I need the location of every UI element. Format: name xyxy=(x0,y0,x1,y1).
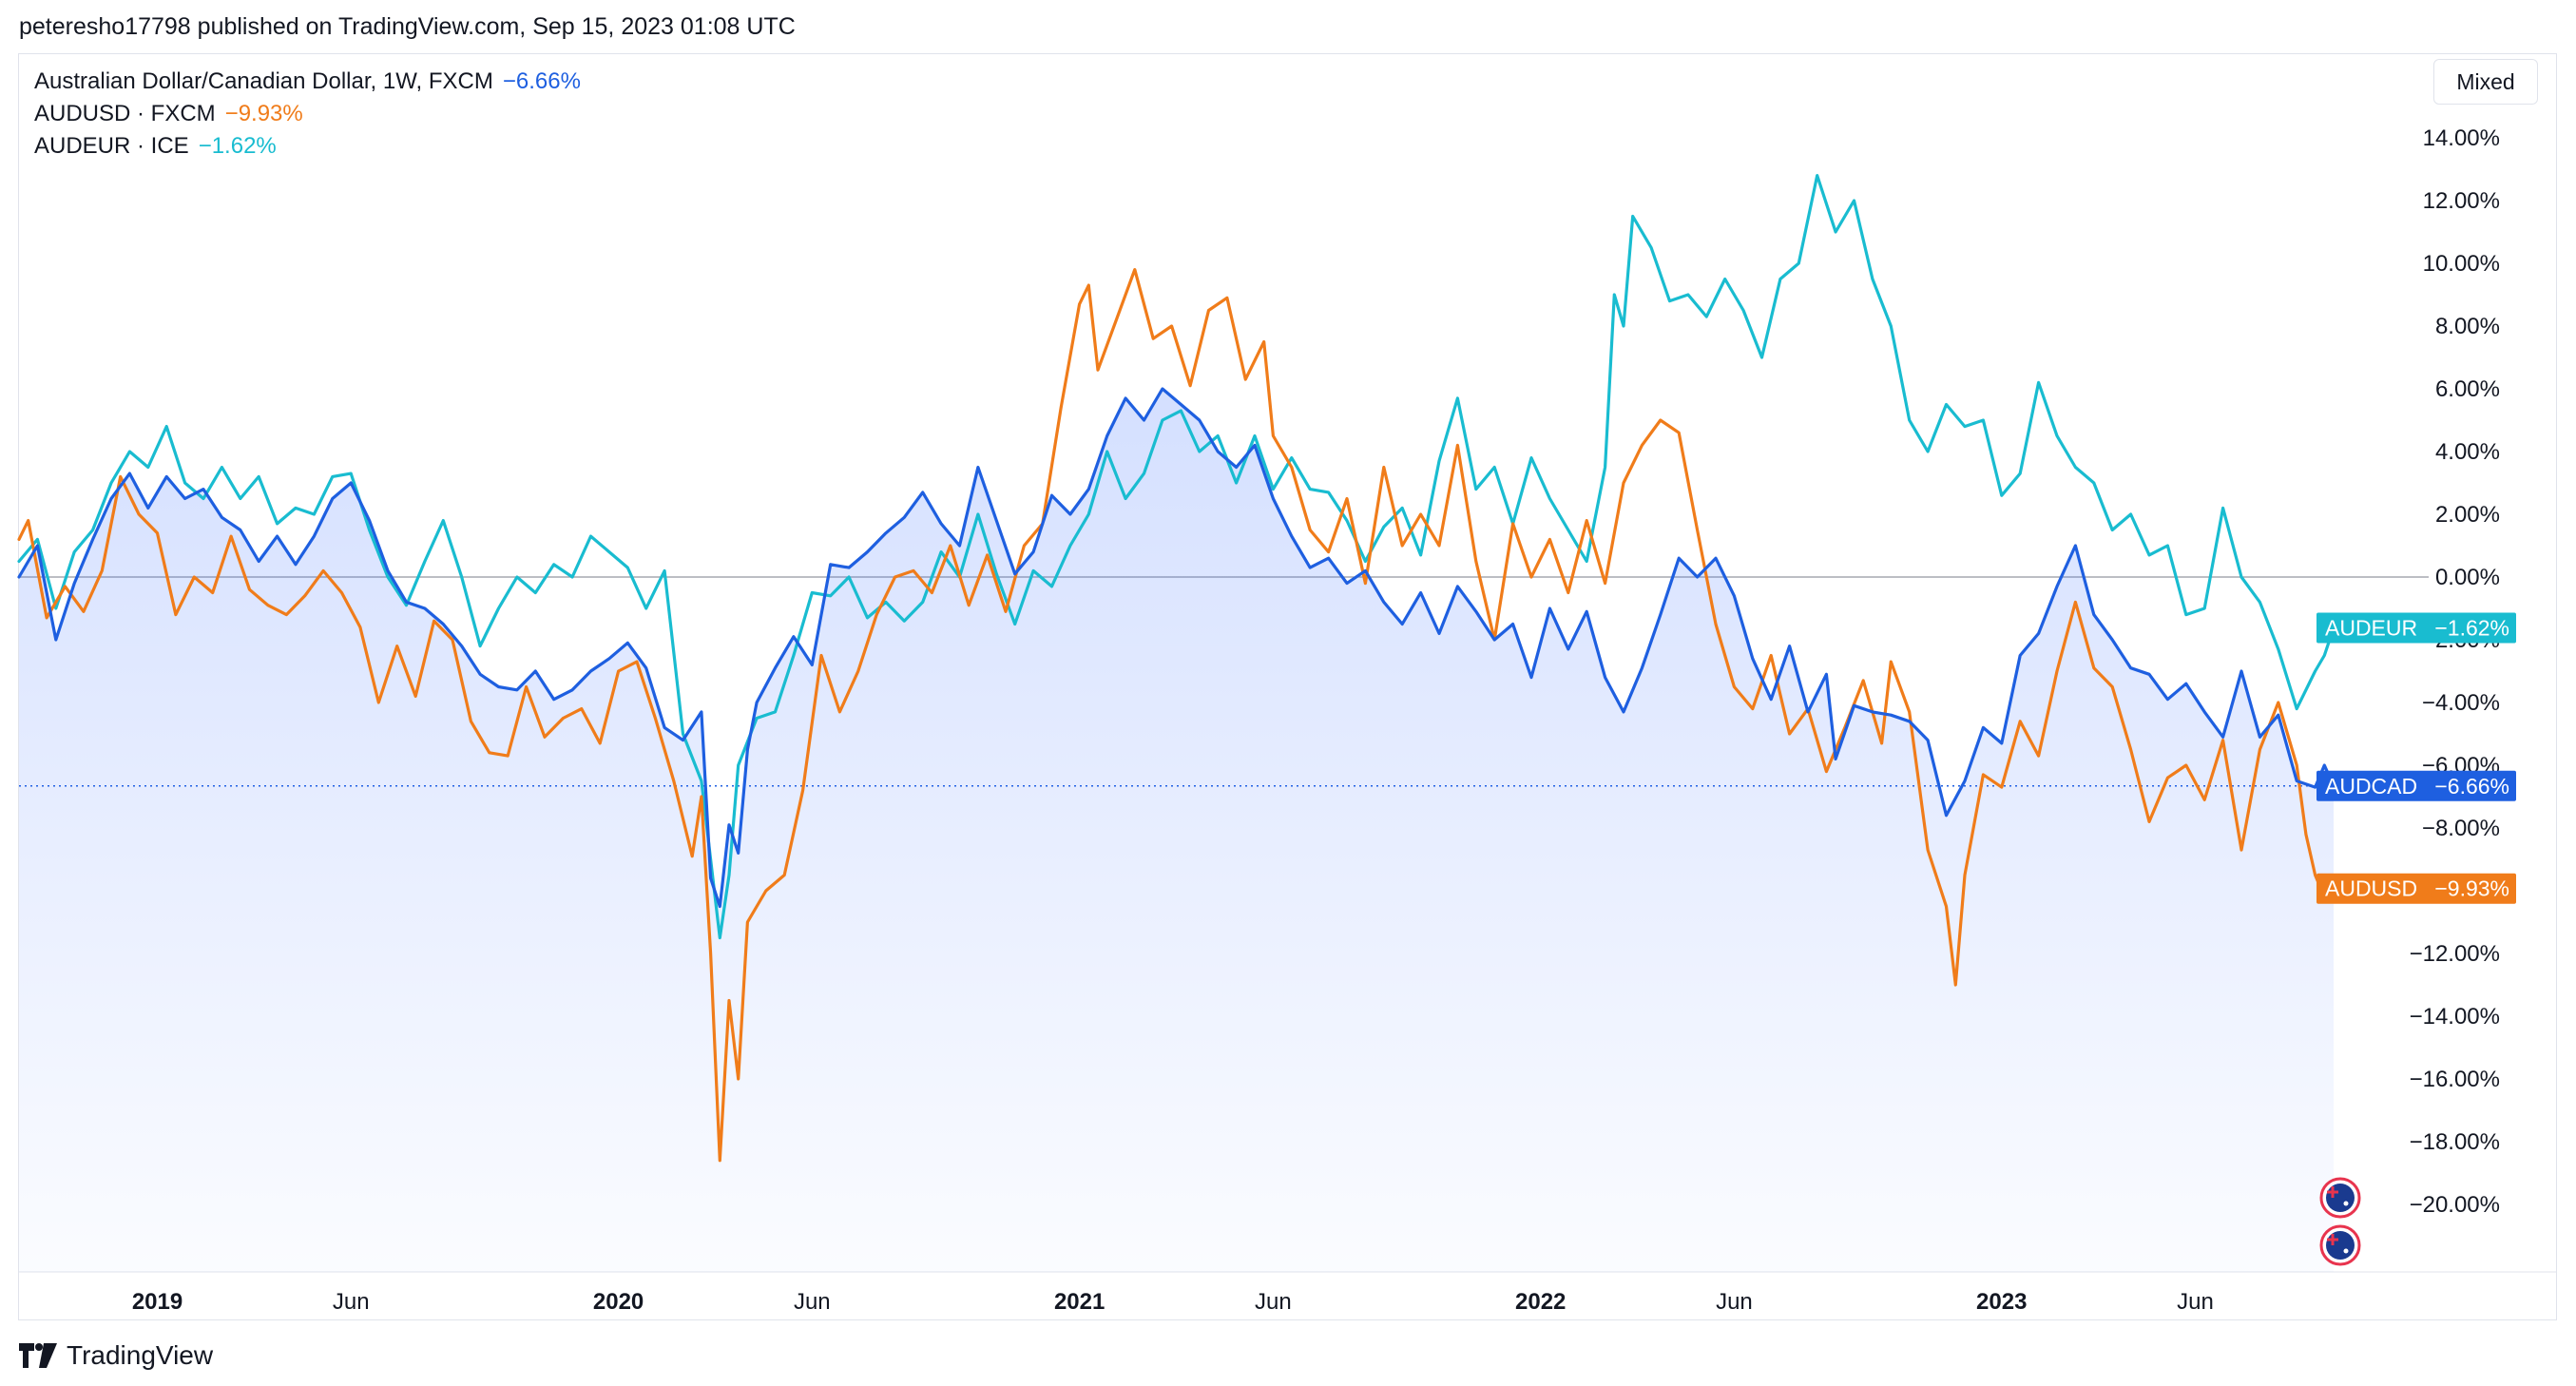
price-label-box xyxy=(2316,770,2516,801)
audcad-area-fill xyxy=(19,389,2334,1272)
y-tick-label: 4.00% xyxy=(2435,439,2500,465)
audeur-line[interactable] xyxy=(17,174,2336,940)
series-layer xyxy=(17,174,2336,1163)
y-tick-label: 8.00% xyxy=(2435,314,2500,339)
y-axis[interactable]: 14.00% 12.00% 10.00% 8.00% 6.00% 4.00% 2.00% 0.… xyxy=(2410,125,2500,1218)
price-labels: AUDEUR −1.62% AUDCAD −6.66% AUDUSD −9.93% xyxy=(2316,612,2516,904)
legend-row-audeur[interactable]: AUDEUR · ICE −1.62% xyxy=(34,133,277,160)
flag-disc xyxy=(2326,1184,2355,1212)
flag-disc xyxy=(2326,1231,2355,1260)
audusd-line[interactable] xyxy=(17,268,2336,1163)
audcad-price-label: AUDCAD −6.66% xyxy=(2316,770,2516,801)
y-tick-label: 2.00% xyxy=(2435,502,2500,528)
australia-flag-icon[interactable] xyxy=(2319,1177,2361,1219)
tradingview-brand-label: TradingView xyxy=(67,1340,214,1370)
y-tick-label: 12.00% xyxy=(2423,188,2500,214)
flag-star xyxy=(2343,1248,2349,1254)
scale-mode-button[interactable]: Mixed xyxy=(2433,59,2538,105)
y-tick-label: 6.00% xyxy=(2435,376,2500,402)
legend-label-audusd: AUDUSD · FXCM xyxy=(34,101,216,126)
price-label-value: −9.93% xyxy=(2434,876,2509,901)
price-label-symbol: AUDUSD xyxy=(2325,876,2417,901)
price-label-symbol: AUDCAD xyxy=(2325,774,2417,799)
x-tick-label: 2022 xyxy=(1515,1289,1566,1315)
symbol-icons[interactable] xyxy=(2319,1177,2361,1266)
x-tick-label: 2020 xyxy=(593,1289,644,1315)
chart-plot[interactable]: 14.00% 12.00% 10.00% 8.00% 6.00% 4.00% 2.00% 0.… xyxy=(0,0,2576,1331)
y-tick-label: −20.00% xyxy=(2410,1192,2500,1218)
legend-label-audeur: AUDEUR · ICE xyxy=(34,133,189,159)
legend-change-audeur: −1.62% xyxy=(198,133,277,159)
y-tick-label: 0.00% xyxy=(2435,565,2500,590)
y-tick-label: −14.00% xyxy=(2410,1004,2500,1030)
y-tick-label: 10.00% xyxy=(2423,251,2500,277)
legend-change-audusd: −9.93% xyxy=(224,101,303,126)
y-tick-label: 14.00% xyxy=(2423,125,2500,151)
x-tick-label: Jun xyxy=(333,1289,370,1315)
x-tick-label: 2019 xyxy=(132,1289,183,1315)
legend-change-audcad: −6.66% xyxy=(502,68,581,94)
audcad-line[interactable] xyxy=(17,387,2336,909)
fill-layer xyxy=(19,389,2334,1272)
x-tick-label: 2023 xyxy=(1976,1289,2027,1315)
publish-header: peteresho17798 published on TradingView.… xyxy=(19,13,796,40)
flag-cross xyxy=(2327,1186,2338,1198)
chart-frame xyxy=(18,53,2557,1320)
price-label-value: −6.66% xyxy=(2434,774,2509,799)
price-label-value: −1.62% xyxy=(2434,615,2509,640)
x-tick-label: Jun xyxy=(1716,1289,1753,1315)
price-label-box xyxy=(2316,873,2516,904)
legend-title: Australian Dollar/Canadian Dollar, 1W, F… xyxy=(34,68,493,94)
x-tick-label: 2021 xyxy=(1054,1289,1105,1315)
x-axis[interactable]: 2019 Jun 2020 Jun 2021 Jun 2022 Jun 2023 Jun xyxy=(132,1289,2214,1315)
y-tick-label: −18.00% xyxy=(2410,1129,2500,1155)
tradingview-logo-icon xyxy=(19,1343,57,1368)
y-tick-label: −8.00% xyxy=(2422,816,2500,841)
audusd-price-label: AUDUSD −9.93% xyxy=(2316,873,2516,904)
price-label-symbol: AUDEUR xyxy=(2325,615,2417,640)
x-tick-label: Jun xyxy=(794,1289,831,1315)
legend-row-audcad[interactable]: Australian Dollar/Canadian Dollar, 1W, F… xyxy=(34,68,581,95)
flag-star xyxy=(2343,1201,2349,1206)
price-label-box xyxy=(2316,612,2516,644)
flag-cross xyxy=(2327,1234,2338,1245)
x-tick-label: Jun xyxy=(2177,1289,2214,1315)
audeur-price-label: AUDEUR −1.62% xyxy=(2316,612,2516,644)
y-tick-label: −12.00% xyxy=(2410,941,2500,967)
y-tick-label: −4.00% xyxy=(2422,690,2500,716)
x-tick-label: Jun xyxy=(1255,1289,1292,1315)
legend-row-audusd[interactable]: AUDUSD · FXCM −9.93% xyxy=(34,101,303,127)
australia-flag-icon[interactable] xyxy=(2319,1224,2361,1266)
tradingview-brand[interactable]: TradingView xyxy=(19,1340,213,1371)
y-tick-label: −16.00% xyxy=(2410,1067,2500,1092)
